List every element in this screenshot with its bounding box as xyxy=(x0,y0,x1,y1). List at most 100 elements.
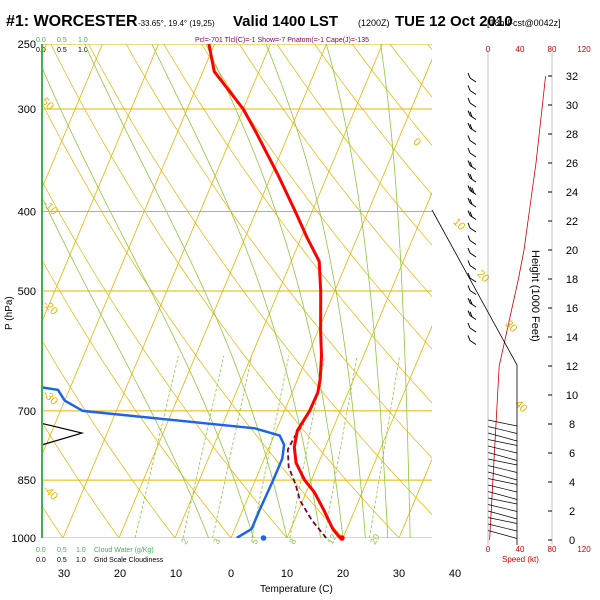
speed-tick-bottom: 120 xyxy=(577,545,591,554)
height-tick-label: 10 xyxy=(566,390,578,402)
bl-wind-barb xyxy=(487,491,518,500)
moist-adiabat xyxy=(265,44,366,538)
pressure-tick-label: 700 xyxy=(18,406,36,418)
grid-lines xyxy=(42,44,600,538)
height-tick-label: 24 xyxy=(566,187,578,199)
station-title: #1: WORCESTER xyxy=(6,13,138,30)
mixing-ratio-line xyxy=(369,355,400,538)
height-tick-label: 26 xyxy=(566,158,578,170)
cloud-scale-top-1: 0.5 xyxy=(57,37,67,44)
speed-tick-bottom: 80 xyxy=(548,545,557,554)
moist-adiabat xyxy=(42,196,209,538)
speed-tick-top: 120 xyxy=(577,45,591,54)
stability-indices: Pcl=-701 Tlcl(C)=-1 Show=-7 Pnatom(=-1 C… xyxy=(195,37,369,44)
bl-wind-barb xyxy=(487,517,518,524)
x-axis-label: Temperature (C) xyxy=(260,584,333,595)
wind-panel-outline xyxy=(431,209,518,545)
bl-wind-barb xyxy=(487,452,518,461)
pressure-tick-label: 850 xyxy=(18,475,36,487)
temperature-profile-line xyxy=(207,43,342,539)
temp-tick-label: 20 xyxy=(337,568,349,580)
pressure-tick-label: 1000 xyxy=(12,533,36,545)
mixing-ratio-label: 3 xyxy=(211,537,222,546)
wind-barb xyxy=(467,222,477,233)
cloud-scale-top-0b: 0.0 xyxy=(36,47,46,54)
y-axis-label: P (hPa) xyxy=(4,296,15,330)
wind-barb xyxy=(467,172,477,183)
moist-adiabat xyxy=(205,44,344,538)
isotherm-label: -40 xyxy=(40,483,60,503)
isotherm-line xyxy=(42,44,215,456)
wind-barb xyxy=(467,310,477,320)
bl-wind-barb xyxy=(487,478,518,485)
isotherm-label: 30 xyxy=(502,318,519,335)
mixing-ratio-line xyxy=(323,355,358,538)
dry-adiabat xyxy=(88,44,432,515)
wind-barb xyxy=(467,297,477,308)
speed-tick-bottom: 0 xyxy=(486,545,491,554)
wind-barb xyxy=(467,272,477,283)
height-tick-label: 18 xyxy=(566,274,578,286)
isotherm-label: 0 xyxy=(410,136,423,149)
cloud-indicator xyxy=(41,422,85,446)
parcel-profile-line xyxy=(286,422,327,539)
mixing-ratio-label: 2 xyxy=(179,537,190,546)
bl-wind-barb xyxy=(487,458,518,466)
wind-barb xyxy=(467,97,477,108)
height-tick-label: 8 xyxy=(569,419,575,431)
isotherm-label: -20 xyxy=(40,298,60,318)
isotherm-line xyxy=(567,44,600,538)
height-tick-label: 6 xyxy=(569,448,575,460)
height-tick-label: 2 xyxy=(569,506,575,518)
mixing-ratio-line xyxy=(134,355,179,538)
utc-time: (1200Z) xyxy=(358,18,390,28)
speed-tick-top: 40 xyxy=(516,45,525,54)
bl-wind-barb xyxy=(487,471,518,481)
height-tick-label: 30 xyxy=(566,100,578,112)
cloud-tick-label: 30 xyxy=(58,568,70,580)
wind-speed-curve xyxy=(489,75,546,541)
bl-wind-barb xyxy=(487,484,518,493)
speed-axis-label: Speed (kt) xyxy=(502,555,539,564)
dry-adiabat xyxy=(42,339,176,538)
wind-barb xyxy=(467,110,477,120)
forecast-info: [18hrFcst@0042z] xyxy=(487,18,561,28)
surface-dewpoint-marker xyxy=(260,535,267,541)
dry-adiabat xyxy=(42,505,64,538)
speed-tick-top: 0 xyxy=(486,45,491,54)
background-grid xyxy=(42,44,600,538)
speed-tick-bottom: 40 xyxy=(516,545,525,554)
height-tick-label: 32 xyxy=(566,71,578,83)
cloud-water-legend: Cloud Water (g/Kg) xyxy=(94,547,154,554)
height-tick-label: 22 xyxy=(566,216,578,228)
valid-time: Valid 1400 LST xyxy=(233,13,338,30)
wind-barb xyxy=(467,160,477,170)
wind-barb xyxy=(467,185,477,195)
wind-barb xyxy=(467,72,477,83)
bl-wind-barb xyxy=(487,504,518,512)
isotherm-label: 40 xyxy=(512,398,529,415)
wind-barb xyxy=(467,197,477,208)
dry-adiabat xyxy=(351,44,432,146)
bl-wind-barb xyxy=(487,445,518,454)
wind-barb xyxy=(467,260,477,270)
bl-wind-barb xyxy=(487,497,518,505)
mixing-ratio-line xyxy=(289,355,326,538)
moist-adiabat xyxy=(380,44,411,538)
profiles xyxy=(41,43,546,541)
bl-wind-barb xyxy=(487,465,518,473)
bl-wind-barb xyxy=(487,432,518,442)
dry-adiabat xyxy=(50,44,400,538)
wind-barb xyxy=(467,147,477,158)
speed-tick-top: 80 xyxy=(548,45,557,54)
wind-barb xyxy=(467,210,477,220)
mixing-ratio-label: 12 xyxy=(325,532,339,546)
dry-adiabat xyxy=(314,44,432,196)
pressure-tick-label: 400 xyxy=(18,206,36,218)
mixing-ratio-label: 8 xyxy=(287,537,298,546)
isotherm-label: -50 xyxy=(36,93,56,113)
wind-barb xyxy=(467,335,477,345)
isotherm-line xyxy=(286,191,432,538)
